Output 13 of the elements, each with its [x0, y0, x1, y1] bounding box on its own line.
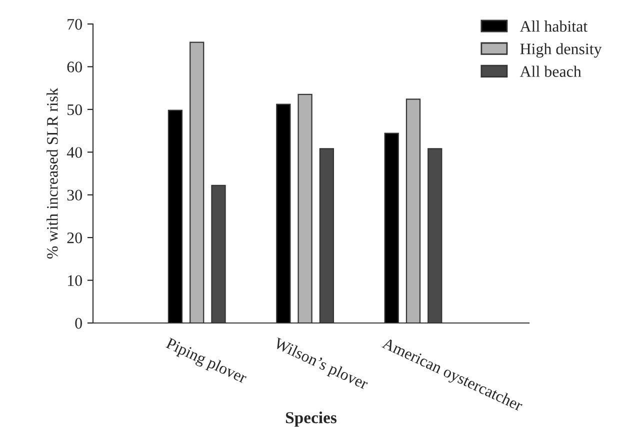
x-axis-title: Species: [286, 412, 337, 427]
y-tick-label: 60: [67, 62, 82, 72]
y-tick-label: 20: [67, 232, 82, 244]
y-tick-label: 0: [75, 318, 82, 329]
y-tick-label: 50: [68, 104, 82, 116]
legend-label: All beach: [520, 66, 582, 77]
legend-label: All habitat: [520, 20, 588, 32]
y-tick-label: 10: [68, 275, 82, 286]
y-tick-label: 70: [68, 18, 82, 30]
y-tick-label: 30: [67, 190, 82, 201]
legend-label: High density: [520, 43, 602, 58]
y-axis-title: % with increased SLR risk: [46, 88, 58, 259]
y-tick-label: 40: [66, 147, 82, 158]
